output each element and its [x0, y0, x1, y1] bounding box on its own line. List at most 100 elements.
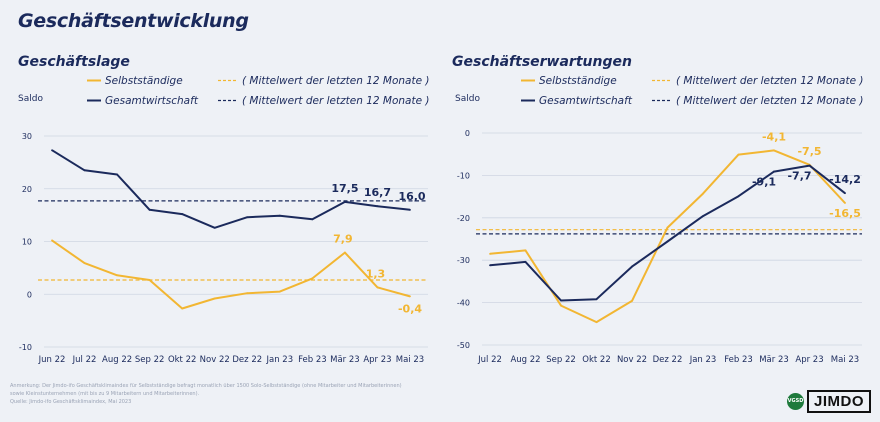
legend-mean-label: ( Mittelwert der letzten 12 Monate ): [242, 95, 429, 107]
x-tick-label: Nov 22: [617, 355, 647, 365]
data-point: [344, 251, 346, 254]
legend-label: Gesamtwirtschaft: [105, 95, 199, 107]
data-point: [213, 297, 216, 300]
data-point: [83, 262, 86, 265]
page-title: Geschäftsentwicklung: [18, 10, 249, 32]
data-label: -14,2: [829, 173, 861, 186]
x-tick-label: Jan 23: [266, 355, 294, 365]
data-point: [595, 298, 598, 301]
data-point: [666, 240, 669, 243]
data-label: 16,7: [364, 186, 391, 199]
data-point: [278, 290, 281, 293]
data-point: [409, 208, 411, 211]
vgsd-logo: VGSD: [787, 393, 804, 410]
y-tick-label: -40: [457, 299, 470, 308]
data-point: [666, 226, 669, 229]
data-point: [524, 249, 527, 252]
data-point: [116, 274, 118, 277]
y-tick-label: -50: [457, 341, 470, 350]
y-tick-label: 0: [27, 290, 32, 299]
data-point: [595, 321, 598, 324]
y-tick-label: 30: [22, 132, 32, 141]
data-label: -9,1: [752, 176, 776, 189]
data-point: [773, 149, 775, 152]
footnote-line: sowie Kleinstunternehmen (mit bis zu 9 M…: [10, 391, 200, 397]
x-tick-label: Apr 23: [363, 355, 391, 365]
data-label: -16,5: [829, 207, 861, 220]
y-tick-label: 10: [22, 238, 32, 247]
series-line: [489, 164, 846, 302]
legend-label: Selbstständige: [539, 75, 617, 87]
data-point: [524, 260, 527, 263]
data-point: [148, 279, 151, 281]
y-tick-label: -10: [457, 171, 470, 180]
x-tick-label: Aug 22: [102, 355, 132, 365]
chart-title: Geschäftslage: [18, 54, 130, 70]
data-point: [631, 300, 633, 302]
footnote: Anmerkung: Der Jimdo-ifo Geschäftsklimai…: [10, 383, 430, 407]
data-label: 1,3: [366, 267, 386, 280]
data-point: [246, 216, 249, 219]
data-point: [702, 192, 704, 195]
data-point: [489, 264, 491, 267]
series-line: [51, 149, 411, 229]
y-tick-label: -30: [457, 256, 470, 265]
series-line: [51, 239, 411, 310]
data-label: 17,5: [331, 182, 358, 195]
x-tick-label: Jul 22: [477, 355, 502, 365]
data-point: [376, 205, 379, 208]
data-point: [409, 295, 411, 298]
data-point: [844, 192, 846, 195]
x-tick-label: Sep 22: [135, 355, 165, 365]
x-tick-label: Aug 22: [510, 355, 540, 365]
chart-title: Geschäftserwartungen: [452, 54, 632, 70]
data-label: -4,1: [762, 130, 786, 143]
x-tick-label: Feb 23: [298, 355, 327, 365]
x-tick-label: Jan 23: [689, 355, 717, 365]
y-axis-label: Saldo: [455, 94, 480, 104]
x-tick-label: Sep 22: [546, 355, 576, 365]
x-tick-label: Mär 23: [759, 355, 789, 365]
data-point: [116, 173, 118, 176]
legend-label: Gesamtwirtschaft: [539, 95, 633, 107]
legend-mean-label: ( Mittelwert der letzten 12 Monate ): [676, 75, 863, 87]
x-tick-label: Mai 23: [396, 355, 424, 365]
y-tick-label: -10: [19, 343, 32, 352]
x-tick-label: Dez 22: [232, 355, 262, 365]
x-tick-label: Nov 22: [200, 355, 230, 365]
data-point: [278, 214, 281, 217]
data-point: [560, 299, 562, 302]
data-point: [737, 195, 740, 198]
data-point: [631, 265, 633, 268]
data-label: 7,9: [333, 233, 353, 246]
y-tick-label: 20: [22, 185, 32, 194]
data-point: [773, 170, 775, 173]
x-tick-label: Mär 23: [330, 355, 360, 365]
legend-mean-label: ( Mittelwert der letzten 12 Monate ): [676, 95, 863, 107]
y-tick-label: 0: [465, 129, 470, 138]
x-tick-label: Mai 23: [831, 355, 859, 365]
data-point: [51, 239, 53, 242]
x-tick-label: Okt 22: [168, 355, 196, 365]
x-tick-label: Jul 22: [72, 355, 97, 365]
y-axis-label: Saldo: [18, 94, 43, 104]
data-point: [148, 208, 151, 211]
data-point: [376, 286, 379, 289]
data-point: [311, 218, 314, 221]
data-point: [560, 304, 562, 307]
data-point: [181, 213, 184, 215]
x-tick-label: Feb 23: [724, 355, 753, 365]
x-tick-label: Okt 22: [582, 355, 610, 365]
data-point: [51, 149, 53, 152]
data-point: [181, 307, 184, 310]
x-tick-label: Apr 23: [795, 355, 823, 365]
legend-label: Selbstständige: [105, 75, 183, 87]
data-point: [808, 164, 811, 167]
legend-mean-label: ( Mittelwert der letzten 12 Monate ): [242, 75, 429, 87]
footnote-line: Anmerkung: Der Jimdo-ifo Geschäftsklimai…: [10, 383, 402, 389]
x-tick-label: Dez 22: [653, 355, 683, 365]
data-label: -0,4: [398, 302, 422, 315]
data-point: [213, 226, 216, 229]
x-tick-label: Jun 22: [38, 355, 66, 365]
